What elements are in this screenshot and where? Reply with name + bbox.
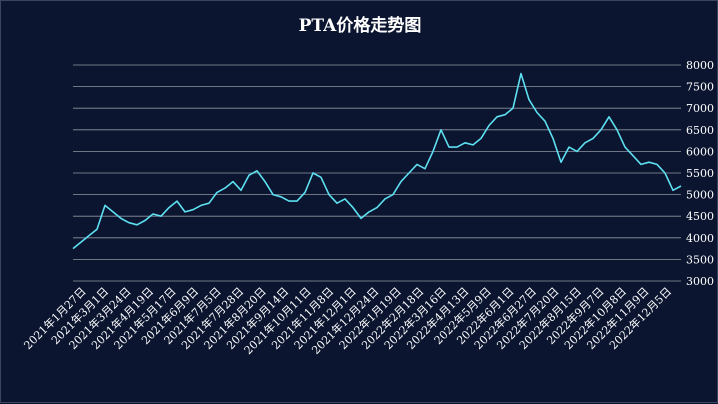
y-tick-label: 5500	[686, 167, 714, 180]
y-tick-label: 7500	[686, 81, 714, 94]
chart-title: PTA价格走势图	[298, 16, 422, 36]
y-tick-label: 5000	[686, 189, 714, 202]
y-tick-label: 7000	[686, 102, 714, 115]
series-line	[72, 72, 682, 250]
y-tick-label: 4000	[686, 232, 714, 245]
y-tick-label: 3500	[686, 253, 714, 266]
y-tick-label: 6000	[686, 145, 714, 158]
y-tick-label: 3000	[686, 275, 714, 288]
y-tick-label: 4500	[686, 210, 714, 223]
y-tick-label: 8000	[686, 59, 714, 72]
y-tick-label: 6500	[686, 124, 714, 137]
